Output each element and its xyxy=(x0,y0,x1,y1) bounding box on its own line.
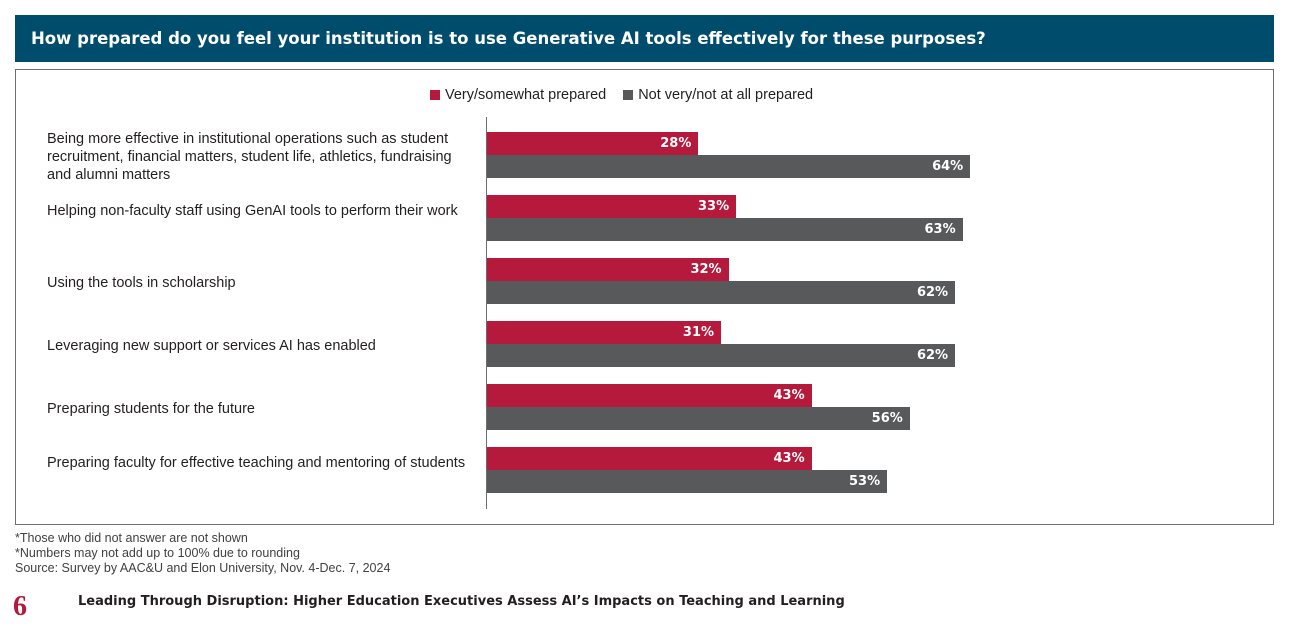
bar-value-label: 62% xyxy=(916,285,949,300)
bar-value-label: 56% xyxy=(871,411,903,426)
bar-value-label: 64% xyxy=(932,159,964,174)
legend-swatch-prepared xyxy=(430,90,440,100)
category-label: Helping non-faculty staff using GenAI to… xyxy=(47,203,458,219)
category-axis-line xyxy=(486,117,487,509)
bar-value-label: 32% xyxy=(690,262,722,277)
bar-value-label: 63% xyxy=(924,222,956,237)
chart-legend: Very/somewhat prepared Not very/not at a… xyxy=(430,86,830,104)
bar-value-label: 62% xyxy=(916,348,949,363)
bar-value-label: 28% xyxy=(660,136,692,151)
page-number: 6 xyxy=(13,591,27,622)
legend-item-not-prepared: Not very/not at all prepared xyxy=(623,87,813,103)
bar-prepared: 33% xyxy=(487,195,737,218)
bar-value-label: 33% xyxy=(698,199,730,214)
category-label: Preparing faculty for effective teaching… xyxy=(47,455,466,471)
legend-label-prepared: Very/somewhat prepared xyxy=(445,87,607,103)
bar-prepared: 43% xyxy=(487,447,812,470)
footnote-source: Source: Survey by AAC&U and Elon Univers… xyxy=(15,561,391,575)
bar-prepared: 32% xyxy=(487,258,729,281)
bar-value-label: 43% xyxy=(773,451,805,466)
legend-item-prepared: Very/somewhat prepared xyxy=(430,87,606,103)
bar-not-prepared: 53% xyxy=(487,470,888,493)
bar-not-prepared: 63% xyxy=(487,218,963,241)
category-label: Being more effective in institutional op… xyxy=(47,131,452,183)
bar-value-label: 31% xyxy=(682,325,715,340)
bar-prepared: 43% xyxy=(487,384,812,407)
bar-not-prepared: 64% xyxy=(487,155,971,178)
bar-prepared: 31% xyxy=(487,321,722,344)
category-label: Using the tools in scholarship xyxy=(47,275,236,291)
category-label: Preparing students for the future xyxy=(47,401,255,417)
bar-not-prepared: 62% xyxy=(487,281,956,304)
bar-value-label: 53% xyxy=(849,474,881,489)
chart-title: How prepared do you feel your institutio… xyxy=(15,15,1274,62)
legend-swatch-not-prepared xyxy=(623,90,634,100)
footnote-no-answer: *Those who did not answer are not shown xyxy=(15,531,248,545)
bar-not-prepared: 56% xyxy=(487,407,910,430)
bar-value-label: 43% xyxy=(773,388,805,403)
footnote-rounding: *Numbers may not add up to 100% due to r… xyxy=(15,546,300,560)
bar-not-prepared: 62% xyxy=(487,344,956,367)
bar-prepared: 28% xyxy=(487,132,699,155)
category-label: Leveraging new support or services AI ha… xyxy=(47,338,376,354)
document-title: Leading Through Disruption: Higher Educa… xyxy=(78,594,845,609)
chart-frame xyxy=(15,69,1274,525)
legend-label-not-prepared: Not very/not at all prepared xyxy=(638,87,814,103)
footnotes: *Those who did not answer are not shown … xyxy=(15,531,390,576)
